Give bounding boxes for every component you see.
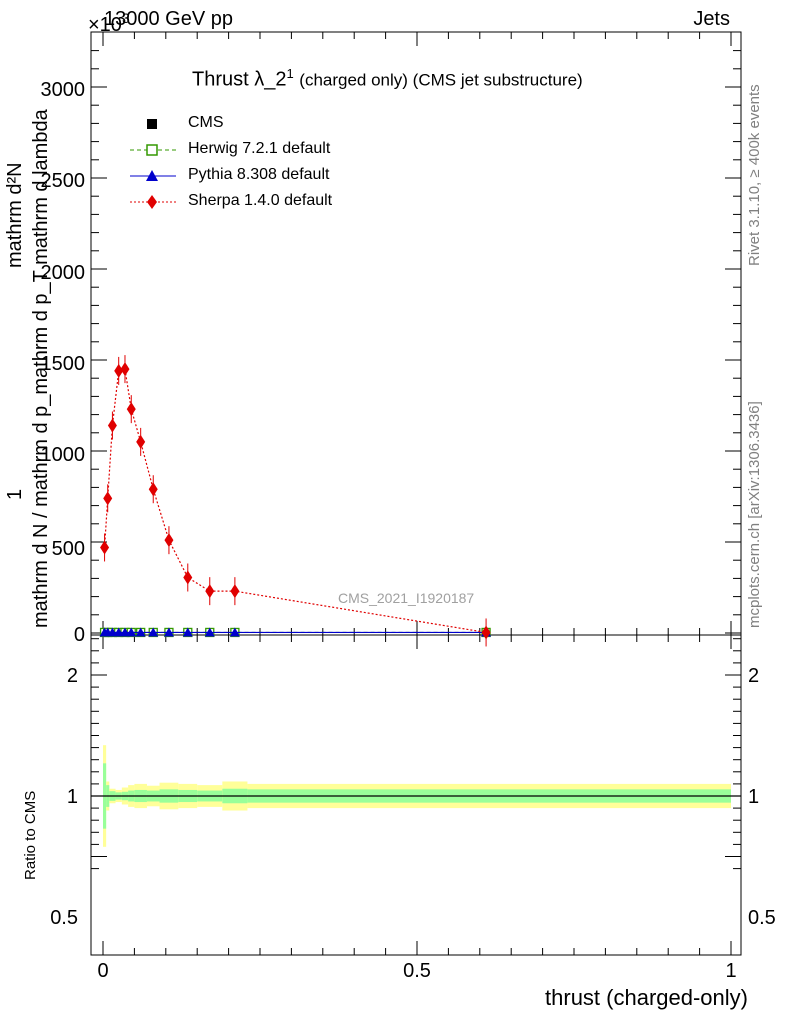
point-2-7 [148, 627, 159, 637]
point-2-2 [107, 627, 118, 637]
point-2-5 [126, 627, 137, 637]
y-label-denominator: mathrm d N / mathrm d p_mathrm d p_T mat… [30, 109, 52, 628]
series-pythia [99, 627, 492, 637]
x-tick-0: 0 [97, 960, 108, 982]
point-2-4 [119, 627, 130, 637]
legend-label-pythia: Pythia 8.308 default [188, 166, 330, 183]
point-3-7 [148, 482, 158, 497]
y-tick-500: 500 [52, 538, 85, 560]
point-3-8 [164, 533, 174, 548]
point-3-0 [100, 540, 110, 555]
y-tick-1000: 1000 [41, 444, 86, 466]
legend-marker-cms [147, 119, 157, 129]
ratio-y-label: Ratio to CMS [22, 790, 39, 880]
y-tick-1500: 1500 [41, 353, 86, 375]
point-2-10 [204, 627, 215, 637]
point-2-8 [163, 627, 174, 637]
legend-label-herwig: Herwig 7.2.1 default [188, 140, 331, 157]
ratio-tick-left-2: 2 [67, 665, 78, 687]
x-tick-0.5: 0.5 [403, 960, 431, 982]
legend-marker-herwig [130, 144, 176, 156]
point-3-11 [230, 584, 240, 599]
x-tick-1: 1 [725, 960, 736, 982]
y-label-one: 1 [4, 488, 26, 500]
data-series [99, 355, 492, 647]
point-3-6 [136, 434, 146, 449]
point-2-3 [113, 627, 124, 637]
legend-marker-sherpa [130, 195, 176, 209]
analysis-watermark: CMS_2021_I1920187 [338, 590, 475, 606]
y-tick-0: 0 [74, 624, 85, 646]
title-main: Thrust λ_2 [192, 68, 287, 91]
mcplots-label: mcplots.cern.ch [arXiv:1306.3436] [746, 401, 763, 628]
ratio-panel-frame [90, 634, 742, 956]
y-axis-label: mathrm d N / mathrm d p_mathrm d p_T mat… [4, 8, 52, 628]
point-3-3 [114, 363, 124, 378]
ratio-tick-left-1: 1 [67, 786, 78, 808]
rivet-version-label: Rivet 3.1.10, ≥ 400k events [746, 84, 763, 266]
point-2-6 [135, 627, 146, 637]
jets-label: Jets [693, 8, 730, 30]
series-sherpa [100, 355, 491, 647]
y-tick-2000: 2000 [41, 262, 86, 284]
energy-label: 13000 GeV pp [104, 8, 233, 30]
plot-title: Thrust λ_21 (charged only) (CMS jet subs… [192, 66, 583, 92]
legend-label-cms: CMS [188, 114, 224, 131]
y-tick-3000: 3000 [41, 79, 86, 101]
ratio-tick-right-1: 1 [748, 786, 759, 808]
ratio-axis-ticks [91, 635, 741, 955]
point-3-9 [183, 570, 193, 585]
legend-marker-pythia [130, 170, 176, 181]
title-sub: (charged only) (CMS jet substructure) [299, 70, 583, 90]
point-3-12 [481, 625, 491, 640]
point-3-2 [107, 418, 117, 433]
point-3-4 [120, 362, 130, 377]
x-axis-label: thrust (charged-only) [545, 985, 748, 1010]
y-label-numerator: mathrm d²N [4, 162, 26, 268]
ratio-tick-right-2: 2 [748, 665, 759, 687]
ratio-tick-left-0.5: 0.5 [50, 907, 78, 929]
y-tick-2500: 2500 [41, 170, 86, 192]
exponent-label: ×103 [88, 10, 130, 36]
point-3-10 [205, 584, 215, 599]
point-2-9 [182, 627, 193, 637]
title-sup: 1 [286, 66, 294, 81]
ratio-tick-right-0.5: 0.5 [748, 907, 776, 929]
point-2-11 [229, 627, 240, 637]
legend-label-sherpa: Sherpa 1.4.0 default [188, 192, 333, 209]
main-axis-ticks [91, 32, 741, 635]
point-3-1 [103, 491, 113, 506]
point-3-5 [126, 402, 136, 417]
